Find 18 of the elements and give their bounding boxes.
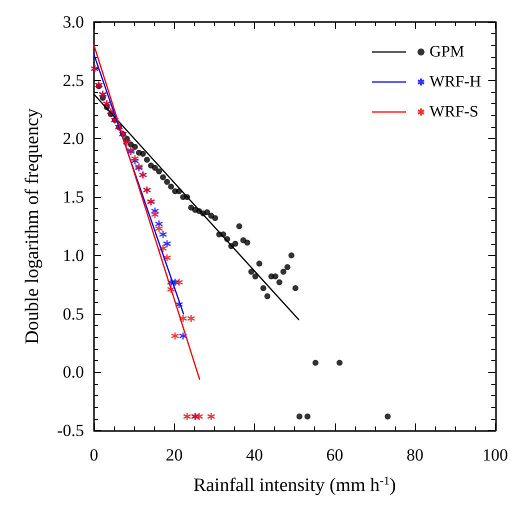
legend-label: WRF-S bbox=[430, 104, 478, 120]
y-tick-label: 0.0 bbox=[62, 362, 84, 382]
x-tick-label: 40 bbox=[246, 446, 263, 464]
y-tick-label: 1.5 bbox=[62, 188, 84, 207]
y-tick-label: 0.5 bbox=[62, 304, 84, 324]
legend-label: GPM bbox=[430, 44, 464, 60]
y-tick-label: -0.5 bbox=[57, 421, 84, 440]
x-tick-label: 100 bbox=[482, 446, 508, 464]
y-tick-label: 2.0 bbox=[62, 129, 84, 148]
y-tick-label: 1.0 bbox=[62, 246, 84, 265]
x-tick-label: 20 bbox=[166, 446, 183, 464]
y-tick-label: 2.5 bbox=[62, 70, 84, 90]
x-tick-label: 80 bbox=[406, 446, 424, 464]
y-tick-label: 3.0 bbox=[62, 12, 84, 32]
x-tick-label: 60 bbox=[326, 446, 344, 464]
y-axis-title: Double logarithm of frequency bbox=[22, 108, 43, 344]
x-tick-label: 0 bbox=[90, 446, 98, 464]
legend-label: WRF-H bbox=[430, 74, 482, 90]
